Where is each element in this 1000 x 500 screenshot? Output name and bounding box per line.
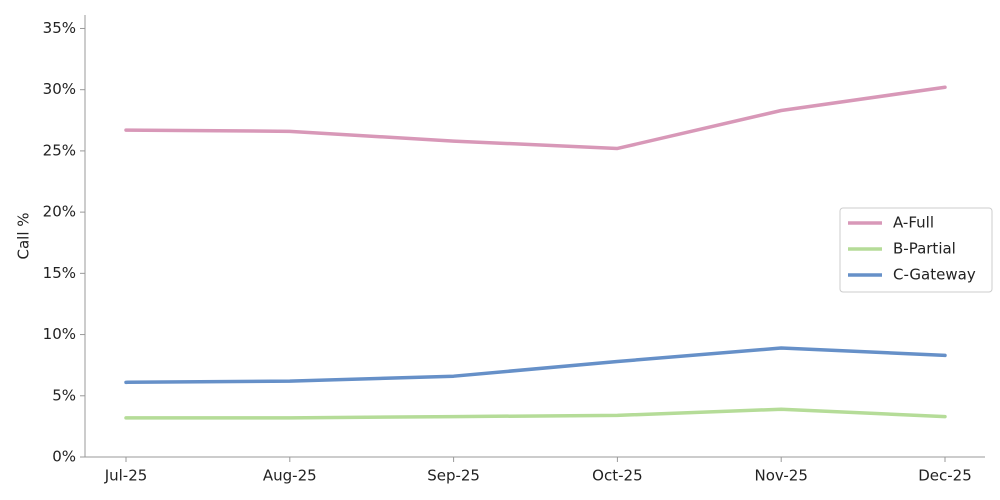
y-tick-label: 5%: [52, 386, 76, 404]
x-tick-label: Oct-25: [592, 467, 642, 485]
x-tick-label: Nov-25: [755, 467, 808, 485]
legend-box: [839, 207, 993, 293]
y-tick-label: 20%: [43, 203, 76, 221]
y-axis-label: Call %: [15, 212, 33, 259]
y-tick-label: 10%: [43, 325, 76, 343]
x-tick-label: Jul-25: [104, 467, 148, 485]
y-tick-label: 0%: [52, 448, 76, 466]
series-line: [124, 85, 947, 151]
y-tick-label: 35%: [43, 19, 76, 37]
x-tick-label: Aug-25: [263, 467, 317, 485]
y-tick-label: 15%: [43, 264, 76, 282]
legend-label: C-Gateway: [893, 266, 976, 284]
series-line: [124, 346, 947, 385]
series-line: [124, 407, 947, 420]
legend-label: B-Partial: [893, 240, 956, 258]
x-tick-label: Dec-25: [918, 467, 972, 485]
y-tick-label: 30%: [43, 80, 76, 98]
legend-label: A-Full: [893, 214, 934, 232]
y-tick-label: 25%: [43, 141, 76, 159]
x-tick-label: Sep-25: [427, 467, 480, 485]
